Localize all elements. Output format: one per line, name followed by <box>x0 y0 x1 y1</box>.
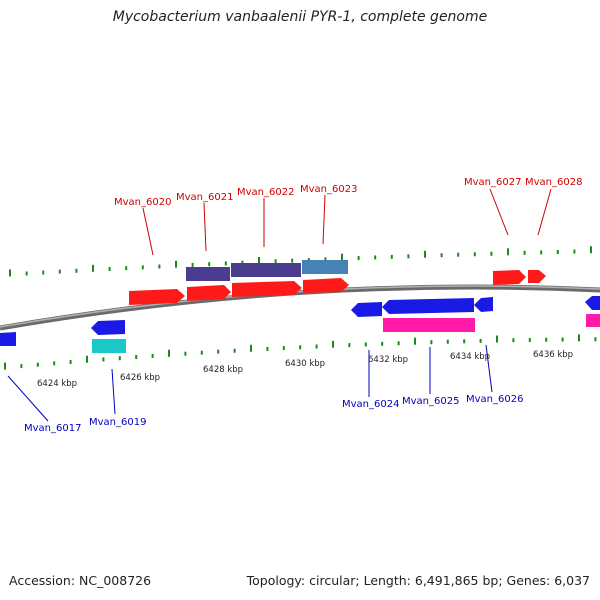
forward-genes <box>129 270 546 305</box>
gene-label: Mvan_6028 <box>525 177 582 188</box>
gene-label: Mvan_6017 <box>24 423 81 434</box>
cds-feature <box>302 260 348 274</box>
gene-arrow-forward <box>232 281 302 297</box>
scale-label: 6432 kbp <box>368 355 408 365</box>
gene-arrow-forward <box>493 270 526 285</box>
scale-label: 6426 kbp <box>120 373 160 383</box>
gene-arrow-reverse <box>474 297 493 312</box>
cds-feature <box>92 339 126 353</box>
gene-label: Mvan_6025 <box>402 396 459 407</box>
accession-label: Accession: NC_008726 <box>9 573 152 588</box>
scale-label: 6428 kbp <box>203 365 243 375</box>
genome-backbone <box>0 284 600 331</box>
gene-arrow-forward <box>187 285 231 301</box>
scale-label: 6436 kbp <box>533 350 573 360</box>
reverse-gene-labels: Mvan_6017 Mvan_6019 Mvan_6024 Mvan_6025 … <box>24 394 523 434</box>
scale-ticks <box>4 246 597 370</box>
forward-leader-lines <box>142 188 552 256</box>
gene-label: Mvan_6027 <box>464 177 521 188</box>
gene-label: Mvan_6024 <box>342 399 399 410</box>
gene-label: Mvan_6026 <box>466 394 523 405</box>
gene-arrow-forward <box>129 289 185 305</box>
cds-feature <box>186 267 230 281</box>
gene-arrow-reverse <box>382 298 474 314</box>
gene-arrow-reverse <box>351 302 382 317</box>
cds-feature <box>586 314 600 327</box>
cds-feature <box>383 318 475 332</box>
gene-label: Mvan_6019 <box>89 417 146 428</box>
reverse-genes <box>0 296 600 346</box>
gene-label: Mvan_6022 <box>237 187 294 198</box>
cds-feature <box>231 263 301 277</box>
gene-arrow-reverse <box>585 296 600 310</box>
scale-label: 6430 kbp <box>285 359 325 369</box>
gene-arrow-forward <box>528 270 546 283</box>
map-title: Mycobacterium vanbaalenii PYR-1, complet… <box>112 9 488 25</box>
scale-label: 6434 kbp <box>450 352 490 362</box>
gene-label: Mvan_6021 <box>176 192 233 203</box>
scale-label: 6424 kbp <box>37 379 77 389</box>
gene-arrow-reverse <box>0 332 16 346</box>
gene-arrow-reverse <box>91 320 125 335</box>
gene-arrow-forward <box>303 278 349 293</box>
cds-features <box>92 260 600 353</box>
scale-labels: 6424 kbp 6426 kbp 6428 kbp 6430 kbp 6432… <box>37 350 573 389</box>
forward-gene-labels: Mvan_6020 Mvan_6021 Mvan_6022 Mvan_6023 … <box>114 177 582 208</box>
gene-label: Mvan_6023 <box>300 184 357 195</box>
gene-label: Mvan_6020 <box>114 197 171 208</box>
reverse-leader-lines <box>7 344 493 422</box>
genome-summary: Topology: circular; Length: 6,491,865 bp… <box>246 573 590 588</box>
